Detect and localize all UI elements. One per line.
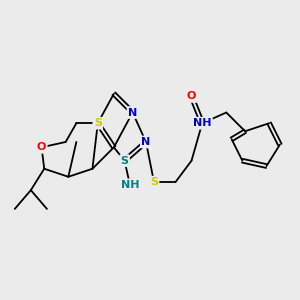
Text: S: S bbox=[150, 177, 158, 187]
Text: O: O bbox=[187, 92, 196, 101]
Text: N: N bbox=[128, 107, 137, 118]
Text: O: O bbox=[37, 142, 46, 152]
Text: S: S bbox=[121, 156, 129, 166]
Text: N: N bbox=[141, 137, 151, 147]
Text: S: S bbox=[94, 118, 102, 128]
Text: NH: NH bbox=[193, 118, 212, 128]
Text: NH: NH bbox=[121, 180, 139, 190]
